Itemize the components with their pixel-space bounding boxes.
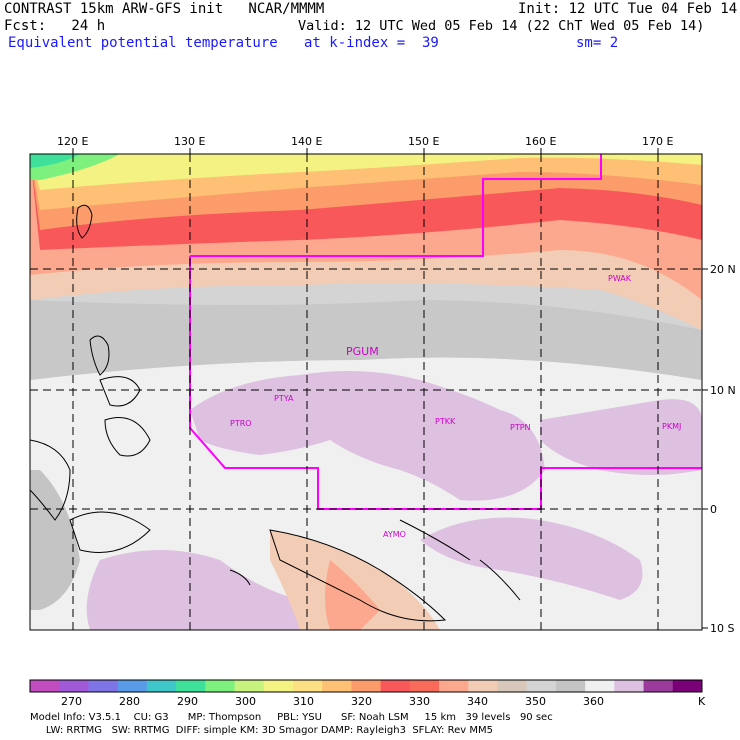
station-label: PTKK	[435, 417, 456, 426]
colorbar-swatch	[468, 680, 498, 692]
header-valid-time: Valid: 12 UTC Wed 05 Feb 14 (22 ChT Wed …	[298, 18, 705, 34]
lon-label: 130 E	[174, 135, 206, 148]
colorbar-swatch	[205, 680, 236, 692]
colorbar-swatch	[497, 680, 528, 692]
colorbar-label: 360	[583, 695, 604, 708]
colorbar-label: 340	[467, 695, 488, 708]
lon-label: 150 E	[408, 135, 440, 148]
colorbar-swatch	[117, 680, 148, 692]
station-label: PTYA	[274, 394, 294, 403]
colorbar-swatch	[234, 680, 265, 692]
colorbar-swatch	[30, 680, 60, 692]
colorbar-swatch	[409, 680, 440, 692]
colorbar-swatch	[439, 680, 469, 692]
colorbar-swatch	[263, 680, 294, 692]
station-label: AYMO	[383, 530, 406, 539]
smoothing: sm= 2	[576, 35, 619, 51]
station-label: PWAK	[608, 274, 632, 283]
colorbar-swatch	[643, 680, 674, 692]
header-init-time: Init: 12 UTC Tue 04 Feb 14	[518, 1, 738, 17]
colorbar-label: 290	[177, 695, 198, 708]
field-name: Equivalent potential temperature	[8, 35, 278, 51]
colorbar-label: 320	[351, 695, 372, 708]
theta-e-field	[30, 154, 702, 630]
colorbar-label: 300	[235, 695, 256, 708]
colorbar-swatch	[292, 680, 323, 692]
map-frame	[29, 153, 703, 631]
colorbar-swatch	[59, 680, 89, 692]
colorbar-swatch	[146, 680, 177, 692]
lat-label: 20 N	[710, 263, 736, 276]
colorbar-label: 330	[409, 695, 430, 708]
header-forecast-hour: Fcst: 24 h	[4, 18, 106, 34]
colorbar-swatch	[322, 680, 352, 692]
lat-label: 0	[710, 503, 717, 516]
lat-label: 10 N	[710, 384, 736, 397]
colorbar-label: 350	[525, 695, 546, 708]
model-info-line2: LW: RRTMG SW: RRTMG DIFF: simple KM: 3D …	[30, 725, 493, 736]
colorbar-label: 280	[119, 695, 140, 708]
colorbar-swatch	[526, 680, 557, 692]
lat-lon-grid	[30, 154, 702, 630]
colorbar-label: 270	[61, 695, 82, 708]
lon-label: 140 E	[291, 135, 323, 148]
colorbar	[29, 679, 703, 693]
station-labels: PGUM PTYA PTRO PTKK PTPN PKMJ PWAK AYMO	[230, 274, 681, 539]
colorbar-frame	[29, 679, 703, 693]
colorbar-label: 310	[293, 695, 314, 708]
station-label: PKMJ	[662, 422, 681, 431]
header-title: CONTRAST 15km ARW-GFS init NCAR/MMMM	[4, 1, 325, 17]
lon-label: 170 E	[642, 135, 674, 148]
level-index: at k-index = 39	[304, 35, 439, 51]
colorbar-swatch	[555, 680, 586, 692]
model-info-line1: Model Info: V3.5.1 CU: G3 MP: Thompson P…	[30, 712, 553, 723]
colorbar-swatch	[351, 680, 382, 692]
colorbar-swatch	[672, 680, 703, 692]
axis-ticks	[72, 148, 708, 629]
lon-label: 160 E	[525, 135, 557, 148]
station-label: PGUM	[346, 345, 379, 358]
station-label: PTRO	[230, 419, 252, 428]
region-boundary	[189, 154, 702, 510]
colorbar-unit: K	[698, 695, 706, 708]
lon-label: 120 E	[57, 135, 89, 148]
colorbar-swatch	[585, 680, 615, 692]
colorbar-swatch	[176, 680, 206, 692]
colorbar-swatch	[380, 680, 411, 692]
lat-label: 10 S	[710, 622, 735, 635]
colorbar-swatch	[88, 680, 119, 692]
station-label: PTPN	[510, 423, 531, 432]
colorbar-swatch	[614, 680, 645, 692]
